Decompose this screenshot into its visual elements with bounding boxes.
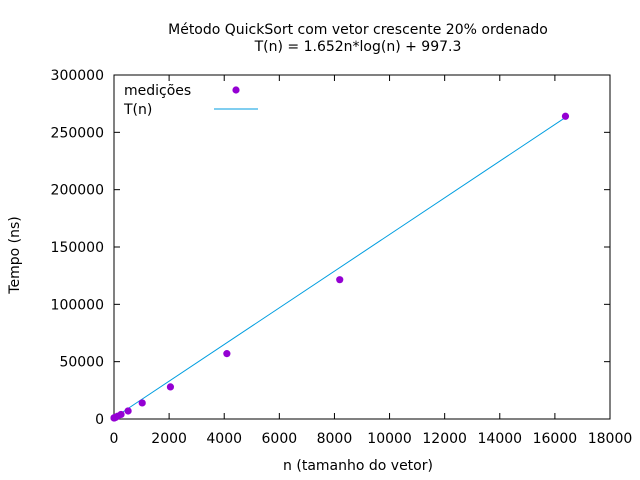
y-tick-label: 50000 <box>59 355 104 371</box>
y-axis-label: Tempo (ns) <box>7 216 23 294</box>
x-tick-label: 12000 <box>422 431 467 447</box>
plot-area: 0 2000 4000 6000 8000 10000 12000 14000 16000 180… <box>51 68 633 447</box>
x-tick-label: 14000 <box>478 431 523 447</box>
y-tick-label: 100000 <box>51 297 104 313</box>
x-tick-label: 6000 <box>262 431 298 447</box>
y-tick-label: 200000 <box>51 183 104 199</box>
x-tick-label: 4000 <box>206 431 242 447</box>
y-tick-label: 150000 <box>51 240 104 256</box>
data-point <box>124 407 132 415</box>
x-tick-label: 16000 <box>533 431 578 447</box>
y-tick-label: 300000 <box>51 68 104 84</box>
x-axis-label: n (tamanho do vetor) <box>283 458 433 474</box>
y-tick-label: 0 <box>95 412 104 428</box>
x-axis: 0 2000 4000 6000 8000 10000 12000 14000 16000 180… <box>110 75 633 447</box>
legend-marker-point <box>232 86 240 94</box>
data-point <box>166 383 175 391</box>
data-point <box>336 276 344 284</box>
legend-label-medicoes: medições <box>124 83 191 99</box>
legend-marker-medicoes <box>232 86 240 94</box>
y-tick-label: 250000 <box>51 125 104 141</box>
data-point <box>561 112 570 120</box>
data-point <box>138 399 146 407</box>
fit-line-tn <box>113 117 566 419</box>
x-tick-label: 18000 <box>588 431 633 447</box>
y-axis: 0 50000 100000 150000 200000 250000 300000 <box>51 68 610 428</box>
series-layer <box>110 112 570 422</box>
legend-label-tn: T(n) <box>123 102 152 118</box>
chart-subtitle: T(n) = 1.652n*log(n) + 997.3 <box>254 39 462 55</box>
x-tick-label: 2000 <box>151 431 187 447</box>
data-point <box>117 410 125 419</box>
data-point <box>223 350 231 358</box>
x-tick-label: 0 <box>110 431 119 447</box>
chart-title: Método QuickSort com vetor crescente 20%… <box>168 22 548 38</box>
legend: medições T(n) <box>123 83 258 118</box>
x-tick-label: 8000 <box>317 431 353 447</box>
x-tick-label: 10000 <box>367 431 412 447</box>
plot-frame <box>113 74 611 420</box>
